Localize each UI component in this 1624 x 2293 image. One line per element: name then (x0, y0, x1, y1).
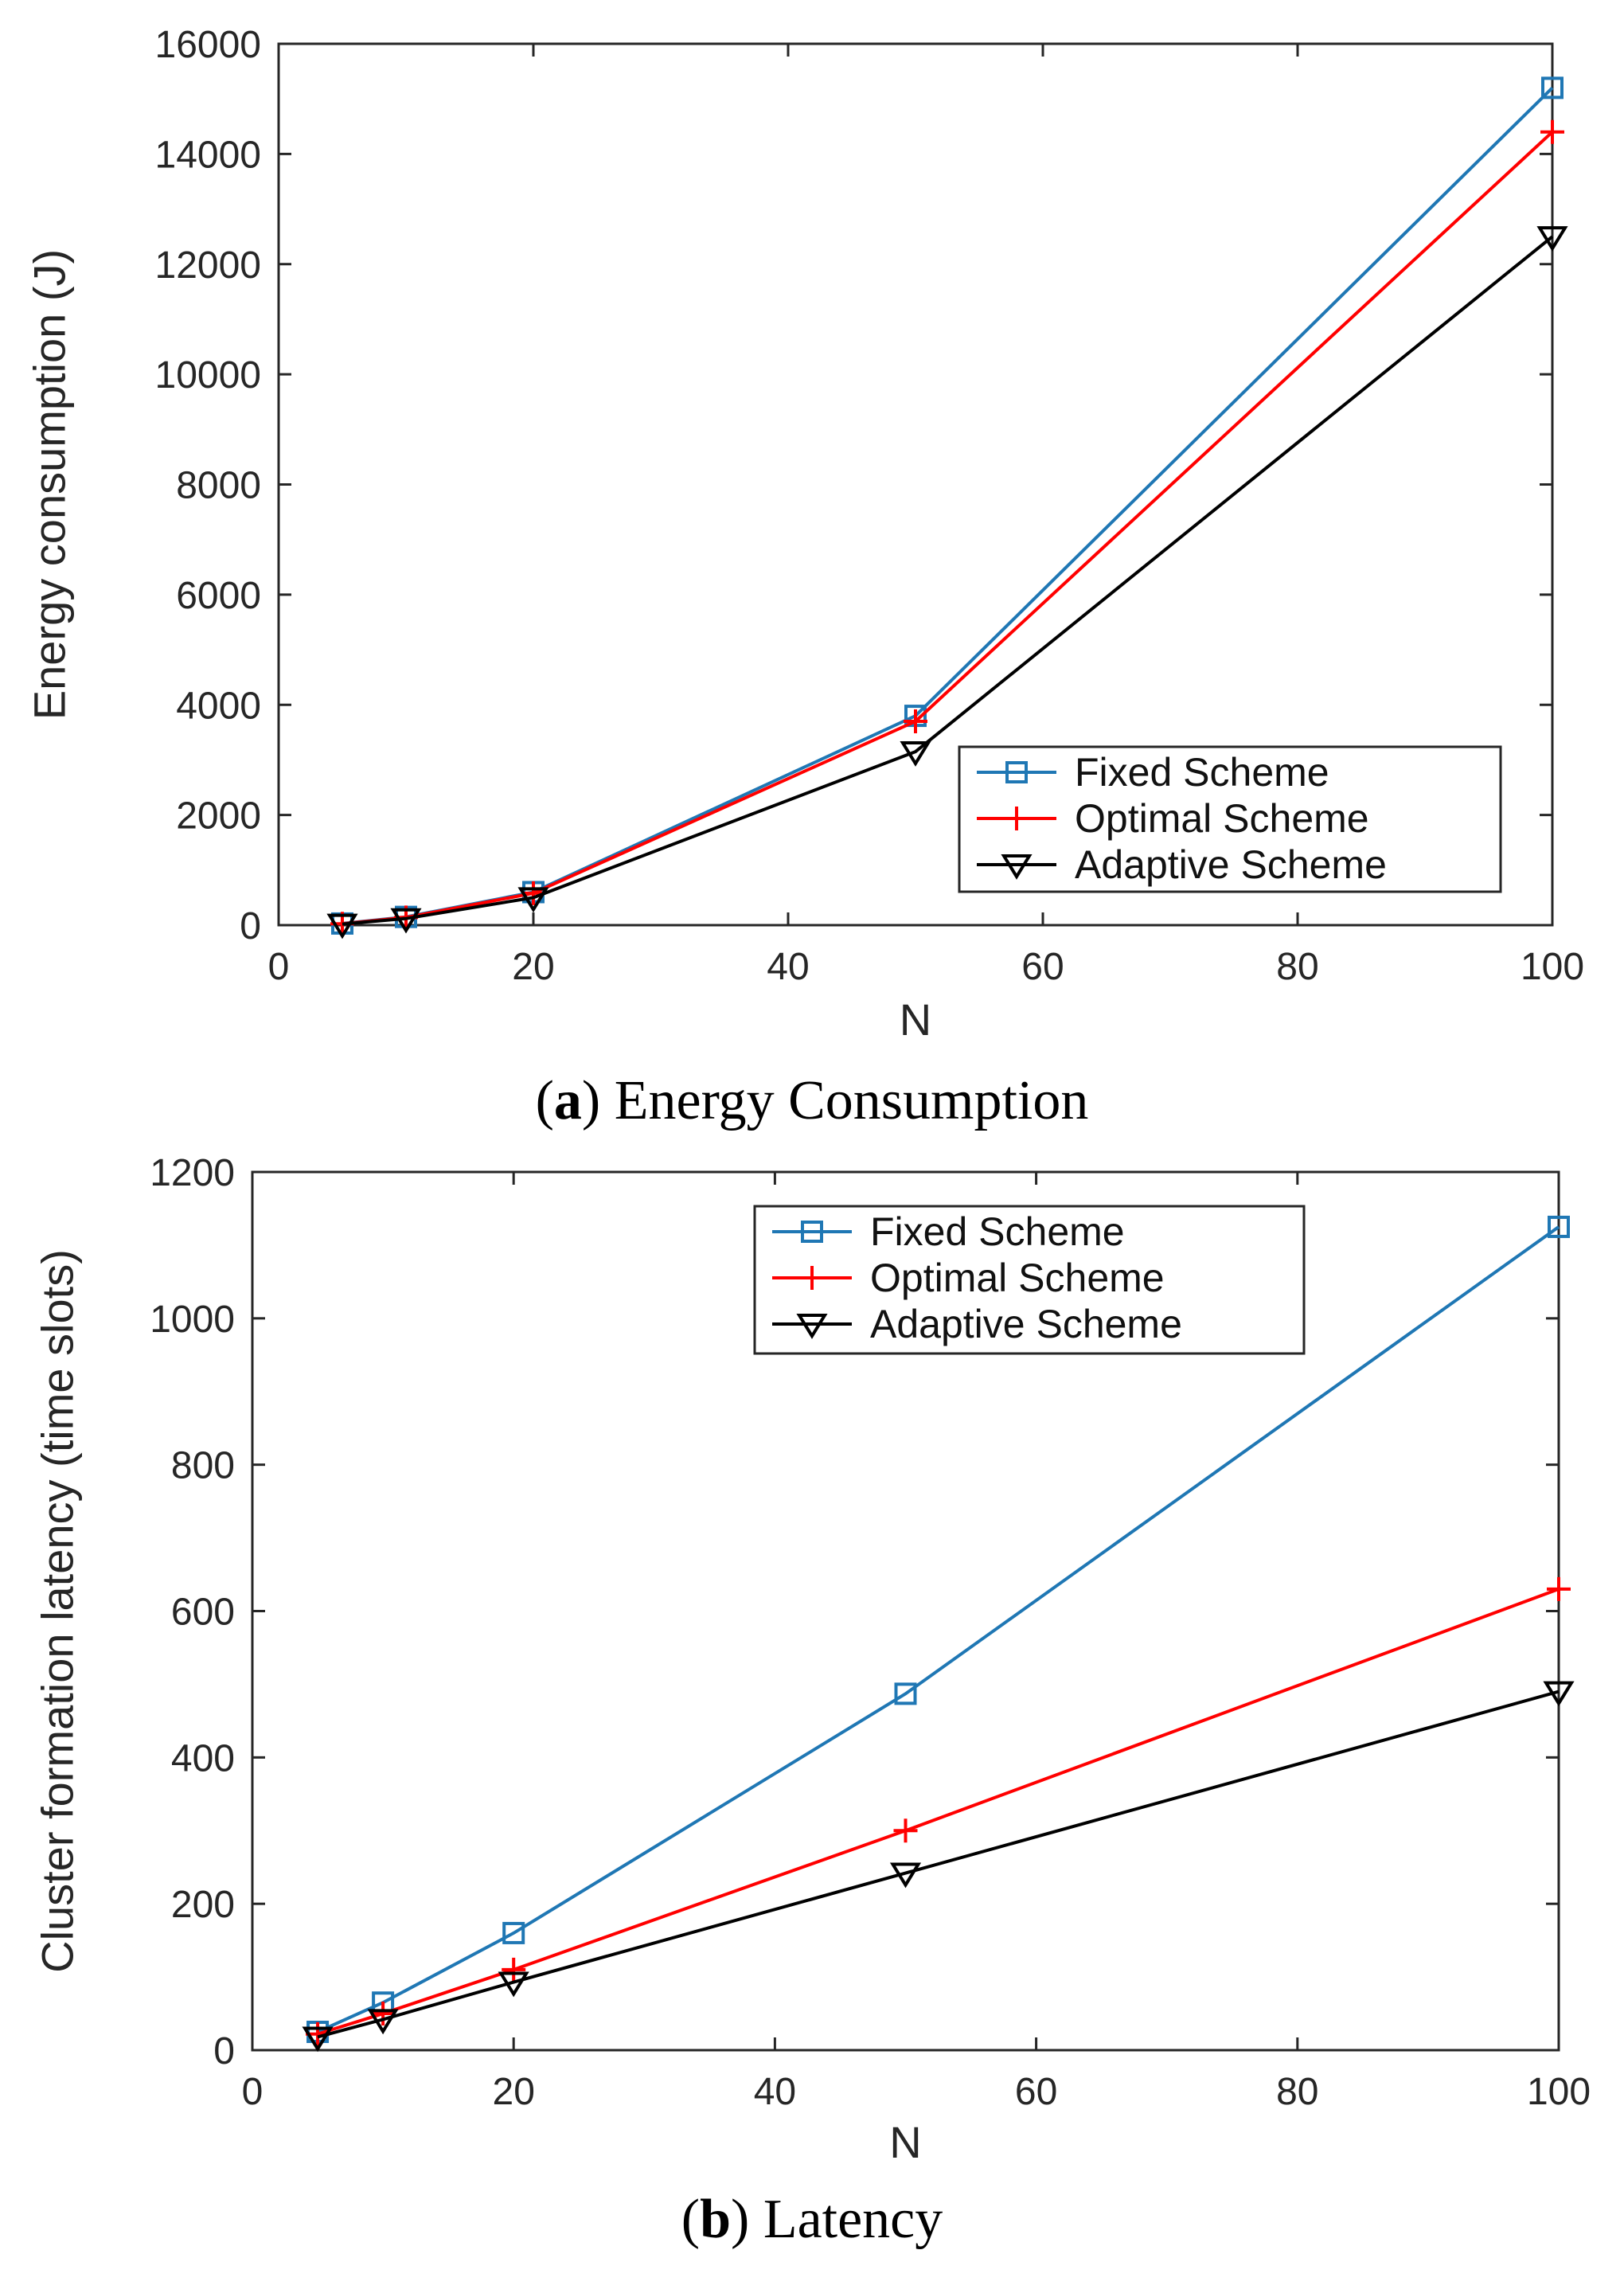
figure-caption: (b) Latency (681, 2189, 943, 2250)
x-tick-label: 80 (1276, 946, 1318, 988)
x-tick-label: 80 (1276, 2071, 1318, 2113)
legend-marker (1005, 761, 1028, 783)
data-point (302, 2026, 334, 2053)
data-point (1547, 1576, 1571, 1601)
chart-panel-a: 0 20 40 60 80 100 0 2000 4000 6000 8000 10000 12000 1… (25, 24, 1585, 1131)
data-point (1540, 119, 1564, 144)
y-tick-label: 800 (171, 1445, 235, 1487)
x-tick-label: 40 (767, 946, 809, 988)
data-point (517, 887, 549, 913)
data-point (889, 1862, 922, 1889)
data-point (498, 1971, 529, 1998)
series-adaptive-scheme (326, 226, 1568, 939)
y-tick-label: 4000 (176, 685, 261, 727)
y-tick-label: 200 (171, 1884, 235, 1926)
y-tick-label: 0 (240, 905, 261, 947)
y-tick-label: 1200 (150, 1152, 235, 1194)
y-tick-label: 6000 (176, 575, 261, 617)
legend-marker (801, 1221, 823, 1243)
x-tick-label: 0 (242, 2071, 264, 2113)
y-tick-label: 14000 (155, 134, 261, 176)
caption-close-paren: ) (731, 2189, 749, 2250)
data-point (904, 709, 927, 734)
y-axis-label: Cluster formation latency (time slots) (33, 1249, 83, 1973)
y-tick-label: 600 (171, 1592, 235, 1634)
data-point (1543, 1681, 1575, 1707)
y-tick-label: 12000 (155, 244, 261, 287)
x-axis-label: N (900, 994, 931, 1045)
data-point (371, 2002, 396, 2026)
legend-label: Adaptive Scheme (1075, 842, 1387, 887)
series-line (317, 1689, 1560, 2039)
caption-open-paren: ( (681, 2189, 700, 2250)
caption-text: Energy Consumption (600, 1070, 1088, 1131)
series-line (317, 1225, 1560, 2033)
legend-label: Fixed Scheme (870, 1209, 1125, 1254)
caption-letter: a (554, 1070, 582, 1131)
y-tick-label: 0 (213, 2030, 235, 2072)
x-tick-label: 0 (268, 946, 290, 988)
caption-text: Latency (749, 2189, 943, 2250)
legend-label: Optimal Scheme (1075, 796, 1369, 841)
legend-marker (1001, 854, 1033, 880)
y-axis-label: Energy consumption (J) (25, 249, 75, 720)
data-point (326, 913, 358, 939)
legend-label: Fixed Scheme (1075, 750, 1329, 795)
y-tick-label: 2000 (176, 795, 261, 838)
x-axis-label: N (889, 2117, 921, 2167)
y-tick-label: 1000 (150, 1299, 235, 1341)
legend-marker (1005, 807, 1029, 830)
legend-marker (796, 1314, 828, 1339)
caption-open-paren: ( (536, 1070, 554, 1131)
y-tick-label: 10000 (155, 354, 261, 396)
y-tick-label: 400 (171, 1737, 235, 1779)
x-tick-label: 60 (1021, 946, 1064, 988)
data-point (893, 1818, 918, 1843)
series-optimal-scheme (306, 1576, 1571, 2046)
x-tick-label: 100 (1521, 946, 1584, 988)
y-tick-label: 8000 (176, 465, 261, 507)
data-point (502, 1957, 526, 1982)
data-point (367, 2009, 399, 2035)
data-point (1548, 1215, 1570, 1238)
caption-close-paren: ) (582, 1070, 600, 1131)
chart-panel-b: 0 20 40 60 80 100020040060080010001200NCluste… (33, 1152, 1591, 2250)
legend-label: Optimal Scheme (870, 1256, 1165, 1300)
caption-letter: b (700, 2189, 731, 2250)
data-point (1541, 76, 1563, 100)
y-tick-label: 16000 (155, 24, 261, 66)
x-tick-label: 40 (754, 2071, 796, 2113)
x-tick-label: 20 (512, 946, 554, 988)
data-point (900, 741, 931, 767)
series-line (342, 235, 1554, 926)
x-tick-label: 60 (1015, 2071, 1057, 2113)
data-point (390, 908, 422, 934)
data-point (502, 1921, 525, 1944)
figure-caption: (a) Energy Consumption (536, 1070, 1089, 1131)
legend-label: Adaptive Scheme (870, 1302, 1182, 1346)
data-point (894, 1682, 917, 1705)
x-tick-label: 20 (493, 2071, 535, 2113)
data-point (1536, 226, 1568, 252)
series-adaptive-scheme (302, 1681, 1575, 2053)
x-tick-label: 100 (1527, 2071, 1591, 2113)
legend-marker (800, 1266, 824, 1290)
